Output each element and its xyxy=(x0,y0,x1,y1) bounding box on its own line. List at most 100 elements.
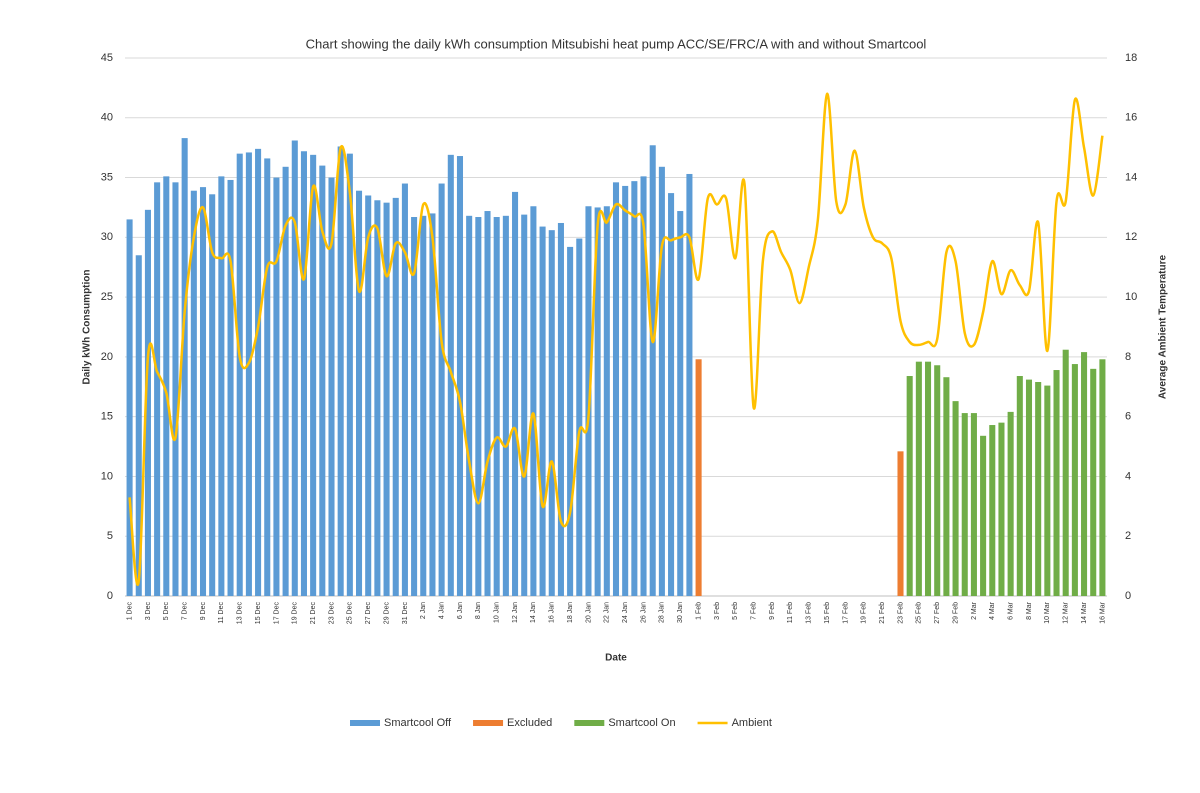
bar xyxy=(466,215,473,596)
y-tick-label: 15 xyxy=(101,411,113,423)
x-tick-label: 3 Feb xyxy=(714,602,721,620)
bar xyxy=(897,451,904,596)
x-tick-label: 24 Jan xyxy=(622,602,629,623)
bar xyxy=(135,255,142,596)
y2-tick-label: 14 xyxy=(1125,171,1137,183)
bar xyxy=(328,177,335,597)
x-tick-label: 30 Jan xyxy=(677,602,684,623)
bar xyxy=(649,145,656,596)
x-tick-label: 14 Jan xyxy=(530,602,537,623)
bar xyxy=(1099,359,1106,596)
x-tick-label: 9 Feb xyxy=(769,602,776,620)
x-tick-label: 14 Mar xyxy=(1081,601,1088,623)
bar xyxy=(163,176,170,597)
bar xyxy=(677,211,684,596)
x-tick-label: 7 Dec xyxy=(181,602,188,621)
bar xyxy=(144,209,151,596)
y-tick-label: 5 xyxy=(107,530,113,542)
bar xyxy=(557,222,564,596)
bar xyxy=(961,413,968,596)
bar xyxy=(319,165,326,596)
bar xyxy=(1044,385,1051,596)
y2-tick-label: 0 xyxy=(1125,590,1131,602)
x-tick-label: 28 Jan xyxy=(659,602,666,623)
x-tick-label: 22 Jan xyxy=(604,602,611,623)
x-tick-label: 2 Mar xyxy=(971,601,978,620)
legend-marker xyxy=(473,720,504,726)
bar xyxy=(915,361,922,596)
x-tick-label: 1 Feb xyxy=(695,602,702,620)
bar xyxy=(521,214,528,596)
bar xyxy=(456,156,464,596)
bar xyxy=(658,166,665,596)
x-tick-label: 31 Dec xyxy=(402,602,409,625)
bar xyxy=(264,158,271,596)
bar xyxy=(925,361,932,596)
x-tick-label: 25 Feb xyxy=(916,602,923,624)
x-tick-label: 16 Jan xyxy=(549,602,556,623)
bar xyxy=(989,425,996,596)
y2-tick-label: 18 xyxy=(1125,52,1137,64)
bar xyxy=(383,202,390,596)
bar xyxy=(245,152,252,596)
x-tick-label: 12 Jan xyxy=(512,602,519,623)
x-tick-label: 6 Jan xyxy=(457,602,464,619)
bar xyxy=(420,215,427,596)
legend-label: Smartcool Off xyxy=(384,717,452,729)
bar xyxy=(126,219,133,596)
y-tick-label: 10 xyxy=(101,470,113,482)
bar xyxy=(218,176,225,597)
bar xyxy=(668,193,675,596)
x-tick-label: 10 Jan xyxy=(494,602,501,623)
bar xyxy=(300,151,307,596)
x-tick-label: 19 Feb xyxy=(861,602,868,624)
x-tick-label: 11 Feb xyxy=(787,602,794,623)
x-tick-label: 12 Mar xyxy=(1063,601,1070,623)
x-tick-label: 27 Feb xyxy=(934,602,941,624)
y2-tick-label: 4 xyxy=(1125,470,1131,482)
bar xyxy=(346,153,353,596)
bar xyxy=(943,377,950,596)
bar xyxy=(970,413,977,596)
bar xyxy=(273,177,280,597)
bar xyxy=(1053,370,1060,596)
bar xyxy=(172,182,179,597)
legend-label: Ambient xyxy=(732,717,772,729)
legend-label: Smartcool On xyxy=(608,717,675,729)
bar xyxy=(199,187,207,596)
y2-tick-label: 6 xyxy=(1125,411,1131,423)
bar xyxy=(181,138,188,596)
x-tick-label: 3 Dec xyxy=(145,602,152,621)
x-tick-label: 7 Feb xyxy=(751,602,758,620)
bar xyxy=(594,207,601,596)
bar xyxy=(282,166,289,596)
bar xyxy=(530,206,537,596)
y-tick-label: 40 xyxy=(101,112,113,124)
y-axis-title: Daily kWh Consumption xyxy=(82,270,93,385)
bar xyxy=(998,422,1005,596)
x-tick-label: 17 Dec xyxy=(273,602,280,625)
bar xyxy=(906,376,913,596)
x-tick-label: 18 Jan xyxy=(567,602,574,623)
y2-tick-label: 8 xyxy=(1125,351,1131,363)
x-tick-label: 2 Jan xyxy=(420,602,427,619)
bar xyxy=(438,183,445,597)
bar xyxy=(952,401,959,596)
y-tick-label: 25 xyxy=(101,291,113,303)
y2-axis-title: Average Ambient Temperature xyxy=(1158,255,1169,400)
x-tick-label: 8 Jan xyxy=(475,602,482,619)
x-tick-label: 15 Feb xyxy=(824,602,831,624)
x-tick-label: 19 Dec xyxy=(292,602,299,625)
y2-tick-label: 16 xyxy=(1125,112,1137,124)
bar xyxy=(227,179,234,597)
y-tick-label: 35 xyxy=(101,171,113,183)
bar xyxy=(502,215,509,596)
bar xyxy=(1007,411,1014,596)
bar xyxy=(236,153,243,596)
bar xyxy=(512,191,519,596)
bar xyxy=(401,183,408,597)
x-tick-label: 4 Mar xyxy=(989,601,996,620)
x-tick-label: 13 Feb xyxy=(806,602,813,624)
line xyxy=(128,92,1104,586)
